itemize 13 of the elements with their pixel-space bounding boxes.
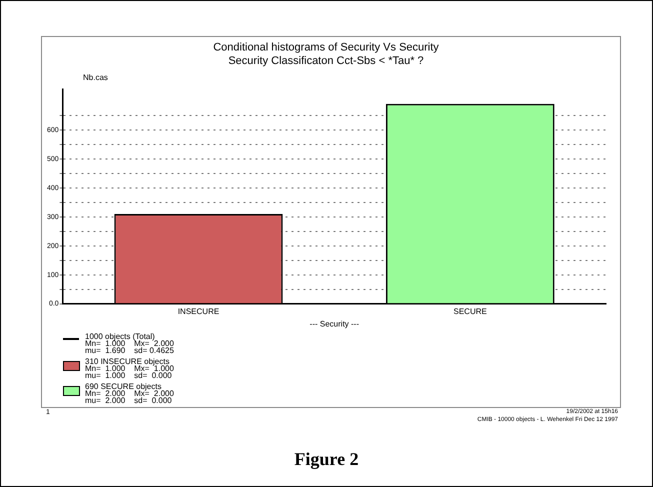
chart-subtitle: Security Classificaton Cct-Sbs < *Tau* ? xyxy=(228,54,424,67)
text: mu= 2.000 sd= 0.000 xyxy=(85,396,172,405)
x-tick-label: SECURE xyxy=(454,306,487,316)
chart-title: Conditional histograms of Security Vs Security xyxy=(213,42,440,54)
y-axis-title: Nb.cas xyxy=(83,73,108,82)
text: mu= 1.690 sd= 0.4625 xyxy=(85,346,174,355)
legend-label: 310 INSECURE objects xyxy=(85,357,170,366)
x-tick-label: INSECURE xyxy=(178,306,220,316)
caption: Figure 2 xyxy=(293,449,360,470)
text: 1000 objects (Total) xyxy=(85,332,155,341)
x-axis-title: --- Security --- xyxy=(310,319,360,328)
text: mu= 1.000 sd= 0.000 xyxy=(85,371,172,380)
legend-label: 690 SECURE objects xyxy=(85,382,162,391)
